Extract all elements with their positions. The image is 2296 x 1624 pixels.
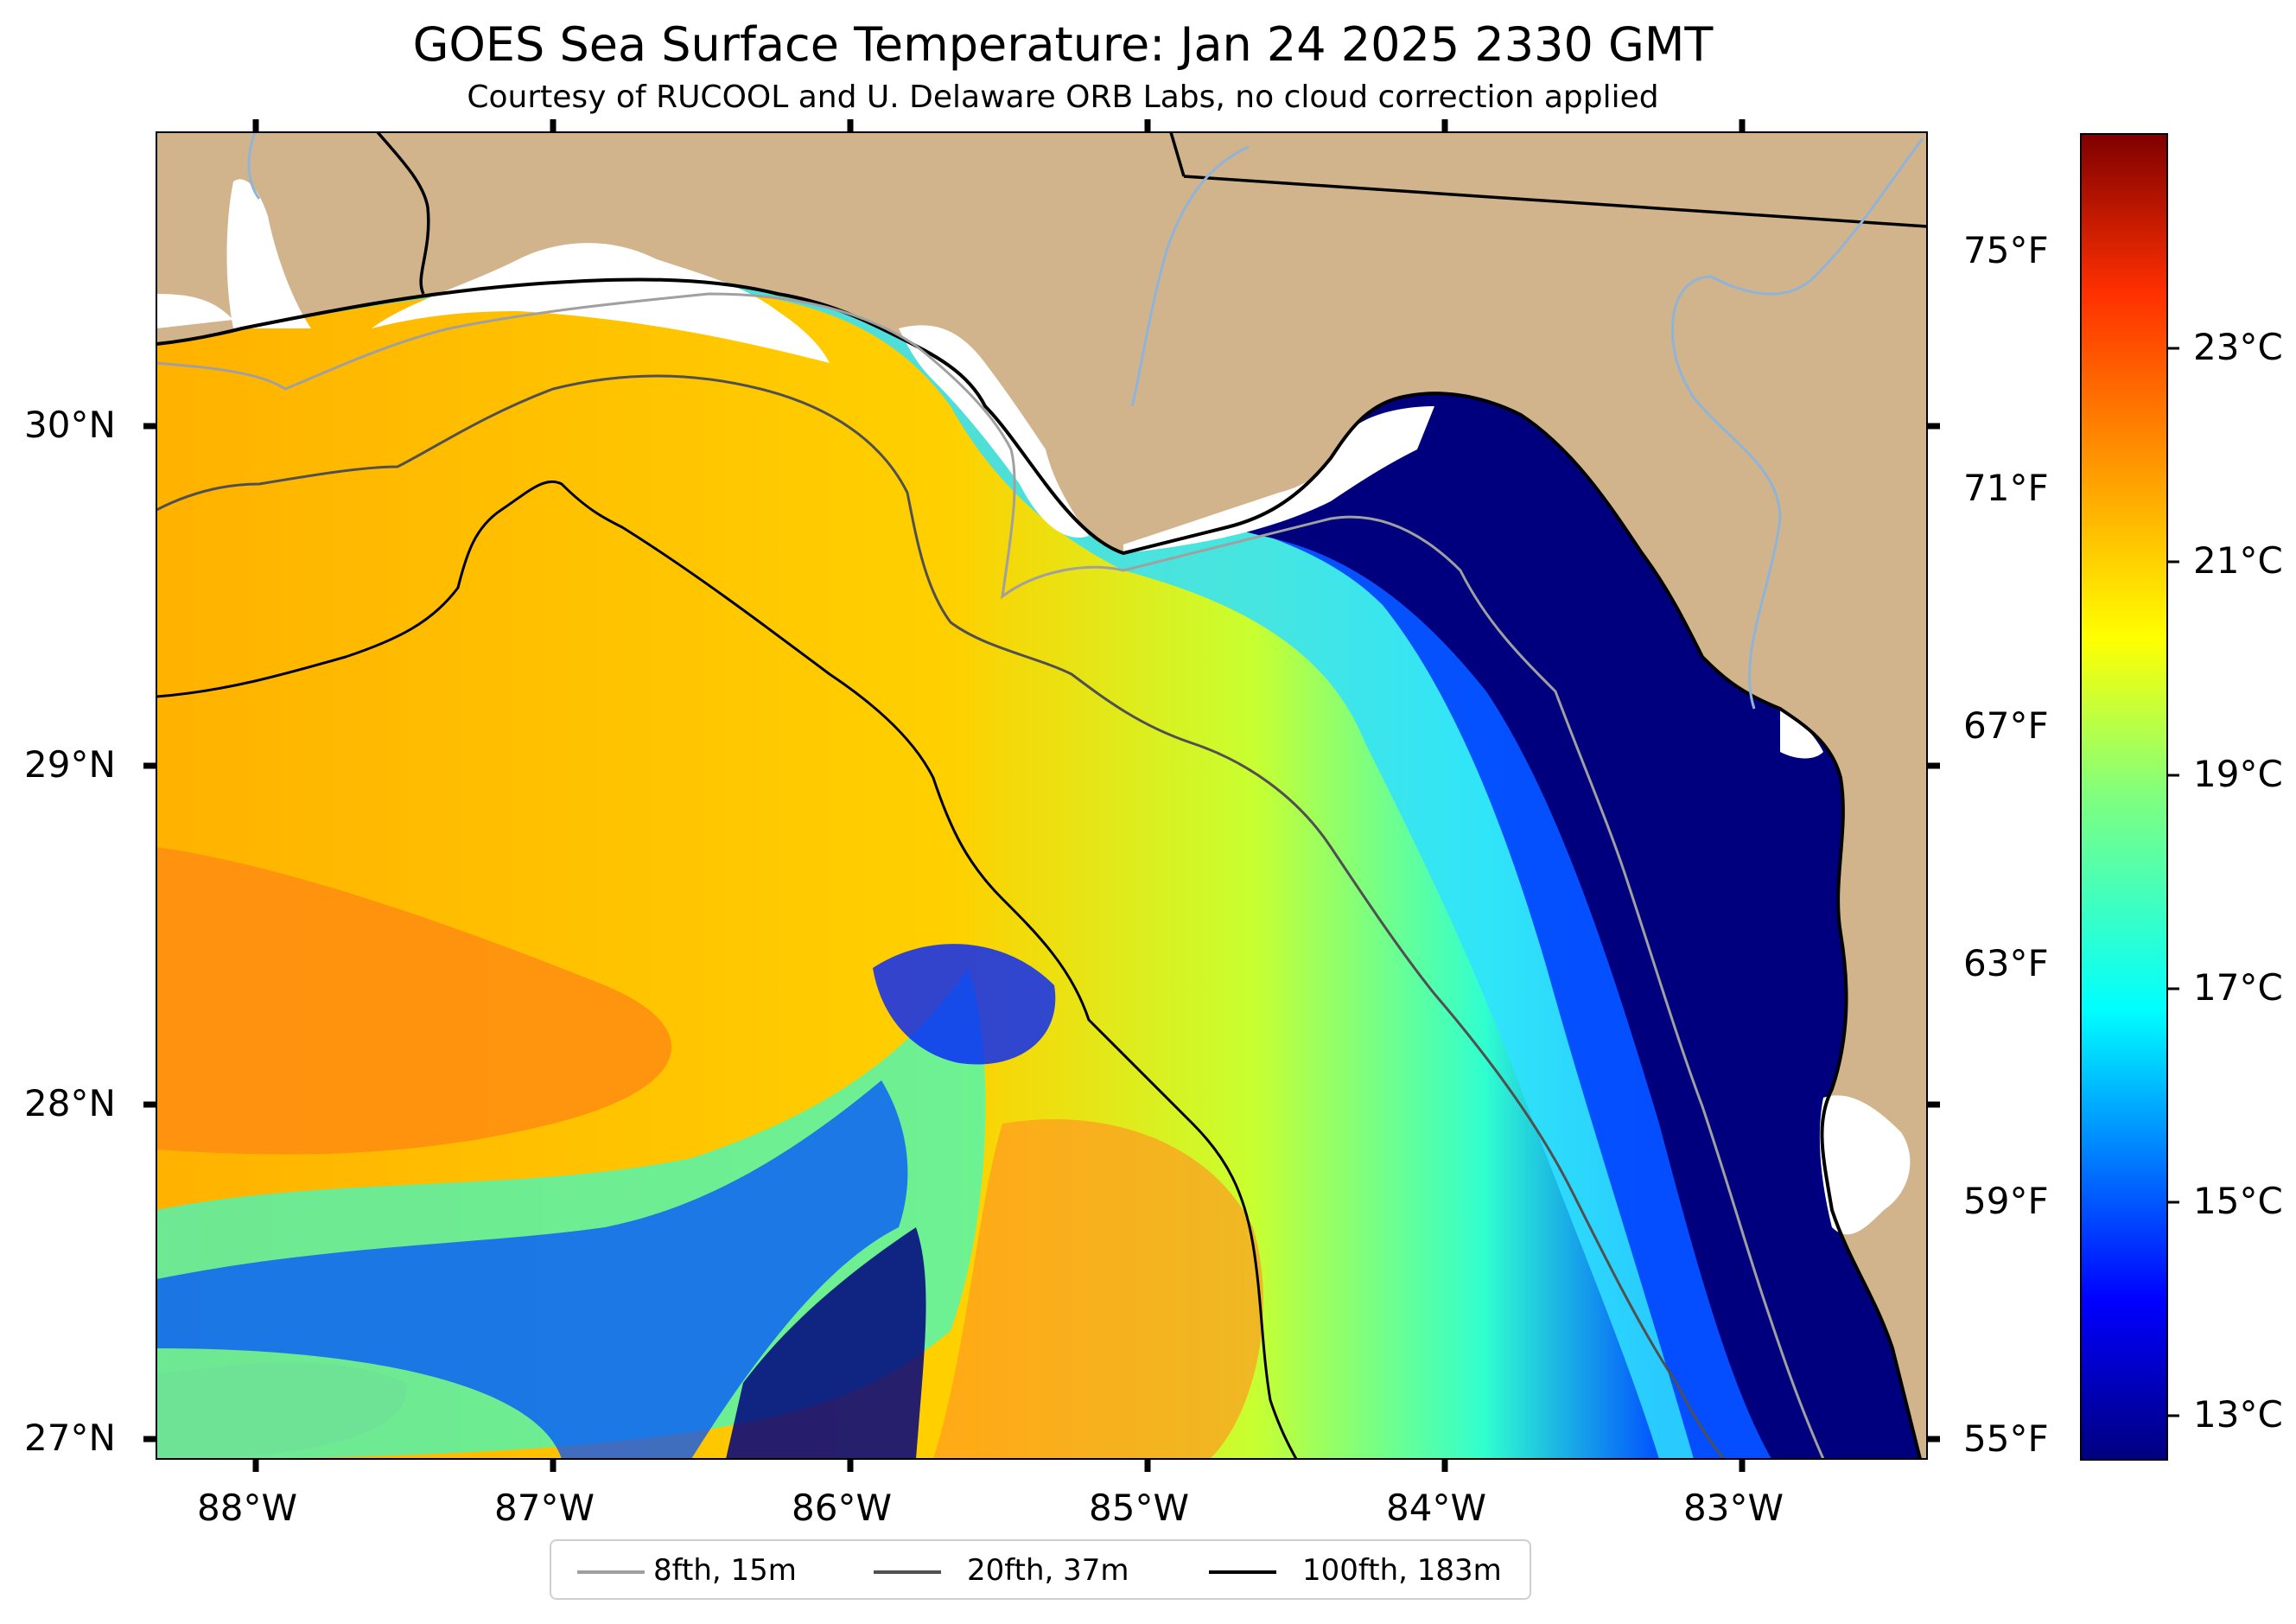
isobath-20fth: [156, 374, 1726, 1459]
lat-label: 28°N: [24, 1082, 116, 1124]
lat-label: 27°N: [24, 1417, 116, 1459]
river: [1670, 137, 1924, 710]
isobath-100fth: [156, 480, 1298, 1459]
fahrenheit-label: 67°F: [1963, 704, 2049, 747]
land-mass: [156, 132, 1927, 1459]
nearshore-coldest-water: [156, 132, 1927, 1459]
coastline: [156, 277, 1922, 1459]
no-data-coast: [1123, 406, 1434, 553]
fahrenheit-label: 75°F: [1963, 229, 2049, 271]
lon-label: 87°W: [494, 1487, 595, 1529]
state-border: [1183, 175, 1927, 228]
river: [247, 132, 261, 200]
isobath-legend: 8fth, 15m 20fth, 37m 100fth, 183m: [550, 1539, 1531, 1600]
legend-line-20fth: [874, 1570, 941, 1574]
colorbar-label: 15°C: [2193, 1180, 2283, 1222]
no-data-coast: [156, 294, 233, 328]
legend-line-8fth: [577, 1570, 645, 1574]
lon-label: 83°W: [1683, 1487, 1784, 1529]
no-data-coast: [899, 325, 1089, 538]
lat-label: 30°N: [24, 404, 116, 446]
no-data-coast: [1780, 709, 1823, 759]
warm-water-region: [933, 1119, 1263, 1459]
lat-label: 29°N: [24, 743, 116, 786]
fahrenheit-label: 63°F: [1963, 942, 2049, 984]
lon-label: 86°W: [792, 1487, 892, 1529]
warm-water-region: [156, 847, 672, 1155]
no-data-coast: [372, 243, 830, 363]
isobath-8fth: [156, 292, 1825, 1459]
river: [1130, 145, 1250, 407]
legend-line-100fth: [1209, 1570, 1276, 1574]
legend-label: 100fth, 183m: [1302, 1553, 1502, 1588]
colorbar-ticks: [2167, 347, 2179, 1417]
colorbar-label: 23°C: [2193, 326, 2283, 368]
map-frame: [156, 131, 1928, 1460]
no-data-coast: [226, 179, 311, 328]
lon-label: 84°W: [1386, 1487, 1486, 1529]
major-ticks: [143, 119, 1940, 1472]
lon-label: 88°W: [197, 1487, 297, 1529]
map-subtitle: Courtesy of RUCOOL and U. Delaware ORB L…: [467, 80, 1659, 115]
colorbar-label: 21°C: [2193, 539, 2283, 582]
fahrenheit-label: 55°F: [1963, 1417, 2049, 1460]
fahrenheit-label: 71°F: [1963, 467, 2049, 509]
colorbar-label: 19°C: [2193, 753, 2283, 795]
lon-label: 85°W: [1089, 1487, 1189, 1529]
map-title: GOES Sea Surface Temperature: Jan 24 202…: [412, 17, 1714, 72]
colorbar-label: 17°C: [2193, 966, 2283, 1009]
colorbar-label: 13°C: [2193, 1393, 2283, 1436]
state-border: [1169, 132, 1186, 177]
legend-label: 20fth, 37m: [967, 1553, 1129, 1588]
cold-water-band: [726, 1227, 926, 1459]
cold-water-band: [156, 1080, 908, 1459]
no-data-coast: [1819, 1095, 1911, 1235]
cold-water-patch: [873, 944, 1056, 1065]
legend-label: 8fth, 15m: [653, 1553, 797, 1588]
fahrenheit-label: 59°F: [1963, 1180, 2049, 1222]
state-border: [376, 132, 430, 295]
colorbar: [2080, 133, 2168, 1461]
